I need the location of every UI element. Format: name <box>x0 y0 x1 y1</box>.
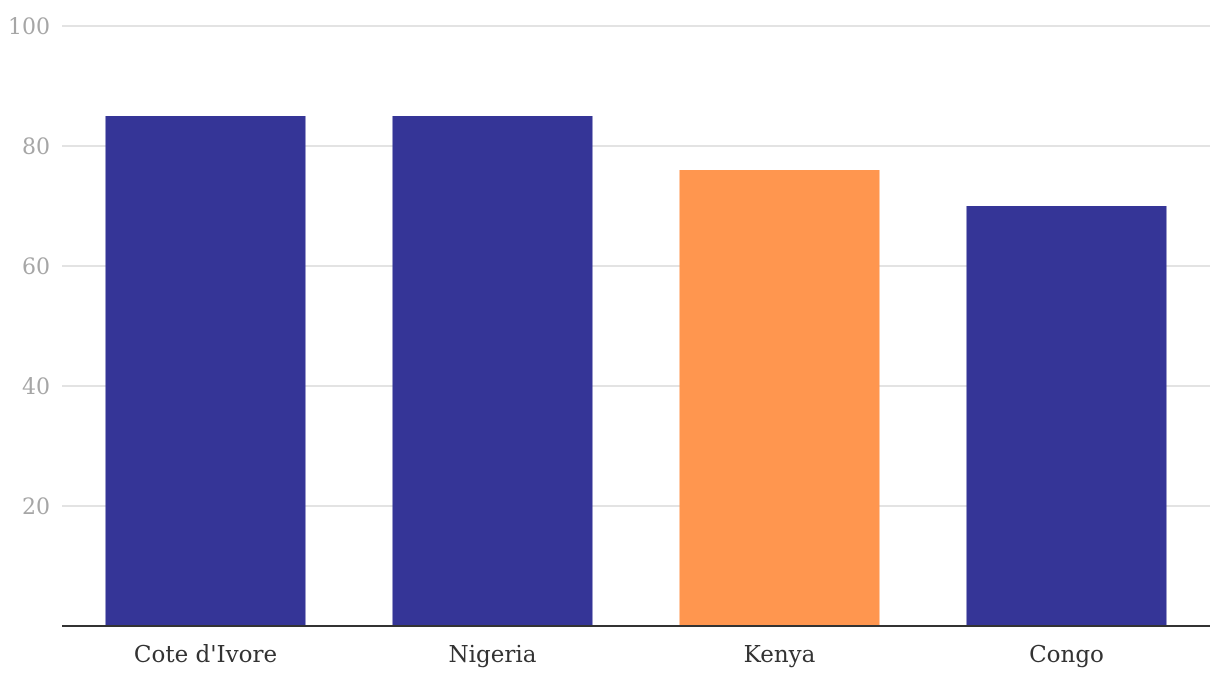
y-axis-ticks: 20 40 60 80 100 <box>8 15 50 520</box>
bar-cote-d-ivore <box>105 116 306 626</box>
x-category-label: Kenya <box>744 642 816 668</box>
y-tick-label-60: 60 <box>22 255 50 280</box>
bar-nigeria <box>392 116 593 626</box>
bars <box>105 116 1167 626</box>
y-tick-label-40: 40 <box>22 375 50 400</box>
x-category-label: Nigeria <box>449 642 537 668</box>
bar-kenya <box>679 170 880 626</box>
x-category-label: Congo <box>1029 642 1104 668</box>
y-tick-label-80: 80 <box>22 135 50 160</box>
y-tick-label-20: 20 <box>22 495 50 520</box>
y-tick-label-100: 100 <box>8 15 50 40</box>
bar-congo <box>966 206 1167 626</box>
x-axis-categories: Cote d'Ivore Nigeria Kenya Congo <box>134 642 1104 668</box>
x-category-label: Cote d'Ivore <box>134 642 277 668</box>
